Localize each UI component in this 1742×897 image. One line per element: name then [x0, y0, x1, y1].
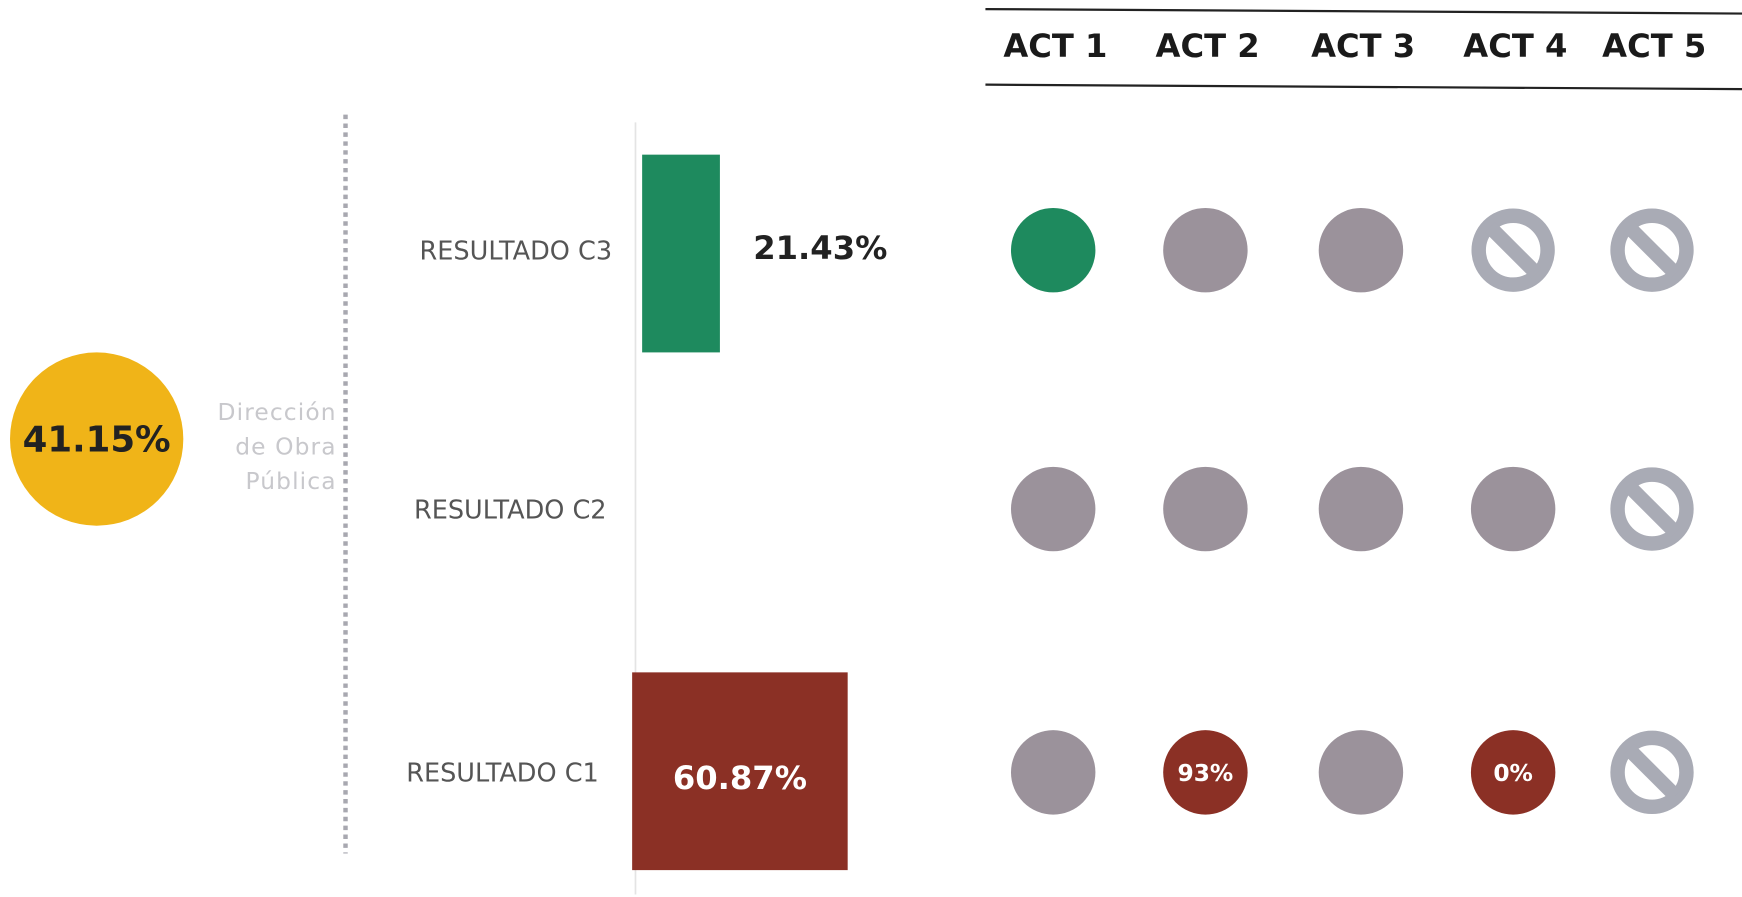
- activity-status: [1318, 730, 1404, 815]
- activity-status: [1163, 730, 1248, 815]
- row-label: RESULTADO C3: [420, 236, 613, 266]
- row-label: RESULTADO C2: [414, 495, 607, 525]
- blocked-slash: [1623, 480, 1681, 538]
- result-bar: [632, 672, 848, 871]
- activity-status: [1010, 730, 1096, 815]
- activity-status: [1318, 207, 1404, 293]
- summary-label: Dirección: [218, 398, 337, 426]
- activity-status: [1163, 207, 1248, 293]
- result-bar: [642, 154, 720, 353]
- result-value: 60.87%: [673, 759, 807, 797]
- blocked-slash: [1623, 221, 1681, 279]
- column-header: ACT 5: [1602, 27, 1706, 65]
- activity-status: [1470, 466, 1556, 552]
- column-header: ACT 1: [1003, 27, 1107, 65]
- column-header: ACT 2: [1156, 27, 1260, 65]
- header-bottom-rule: [985, 83, 1742, 91]
- activity-status: [1318, 466, 1404, 552]
- summary-circle: [9, 352, 184, 526]
- activity-status: [1010, 207, 1096, 293]
- column-header: ACT 4: [1463, 27, 1567, 65]
- column-header: ACT 3: [1311, 27, 1415, 65]
- activity-status: [1010, 466, 1096, 552]
- activity-label: 93%: [1177, 759, 1233, 787]
- activity-status: [1163, 466, 1248, 552]
- activity-label: 0%: [1493, 759, 1533, 787]
- blocked-slash: [1623, 743, 1681, 801]
- summary-label: Pública: [245, 467, 336, 495]
- header-top-rule: [985, 8, 1742, 15]
- blocked-slash: [1484, 221, 1542, 279]
- row-label: RESULTADO C1: [406, 759, 599, 789]
- activity-status: [1470, 730, 1556, 815]
- summary-label: de Obra: [235, 432, 336, 460]
- result-value: 21.43%: [753, 229, 887, 267]
- summary-value: 41.15%: [23, 419, 171, 460]
